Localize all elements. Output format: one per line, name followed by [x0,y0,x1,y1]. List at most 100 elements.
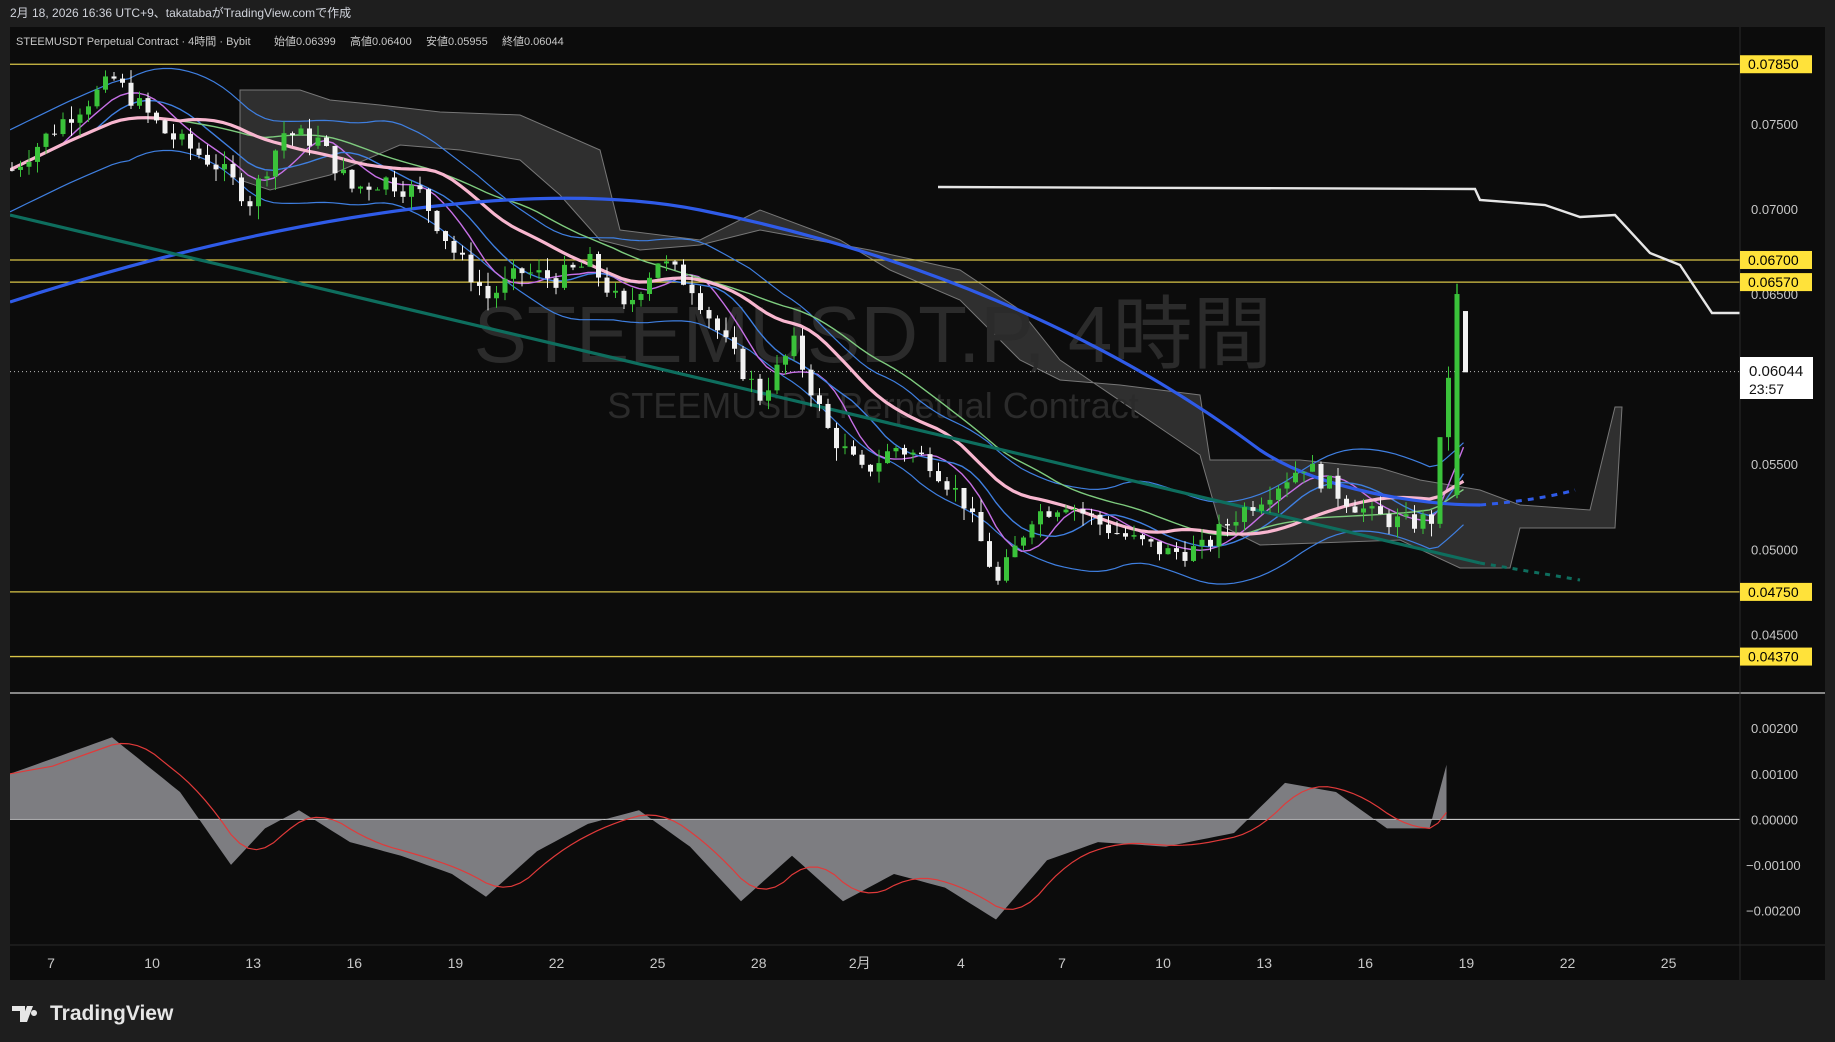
candle[interactable] [128,82,134,106]
candle[interactable] [647,277,652,294]
candle[interactable] [885,451,890,464]
candle[interactable] [1004,557,1009,581]
candle[interactable] [281,133,287,151]
candle[interactable] [443,231,448,242]
candle[interactable] [86,106,91,115]
candle[interactable] [18,166,23,170]
candle[interactable] [1114,533,1120,535]
candle[interactable] [953,487,958,490]
candle[interactable] [230,164,236,178]
candle[interactable] [1284,482,1290,489]
candle[interactable] [1233,522,1239,526]
chart-svg[interactable]: STEEMUSDT.P, 4時間 STEEMUSDT Perpetual Con… [0,0,1835,980]
candle[interactable] [1191,546,1196,561]
candle[interactable] [383,177,389,190]
candle[interactable] [1310,463,1315,472]
candle[interactable] [1072,508,1077,510]
candle[interactable] [222,164,227,170]
candle[interactable] [298,128,304,136]
candle[interactable] [349,169,355,189]
candle[interactable] [1420,514,1426,529]
candle[interactable] [698,293,703,311]
candle[interactable] [485,285,491,299]
candle[interactable] [536,270,542,273]
candle[interactable] [1046,511,1052,517]
candle[interactable] [1097,514,1103,525]
candle[interactable] [732,337,737,349]
candle[interactable] [1361,508,1366,513]
candle[interactable] [307,128,312,146]
candle[interactable] [1454,294,1460,495]
candle[interactable] [10,169,15,171]
candle[interactable] [1437,437,1443,524]
candle[interactable] [842,446,848,449]
candle[interactable] [162,120,168,134]
candle[interactable] [638,293,644,300]
candle[interactable] [1029,524,1035,538]
candle[interactable] [341,169,346,174]
candle[interactable] [689,284,695,294]
candle[interactable] [1012,545,1018,558]
candle[interactable] [961,487,967,509]
candle[interactable] [987,541,992,567]
candle[interactable] [1225,524,1230,526]
candle[interactable] [1259,504,1264,511]
candle[interactable] [1446,377,1451,438]
candle[interactable] [817,395,822,404]
candle[interactable] [1318,463,1324,489]
candle[interactable] [511,268,516,279]
candle[interactable] [902,447,907,455]
candle[interactable] [1276,488,1281,500]
tradingview-brand[interactable]: TradingView [12,1002,173,1026]
candle[interactable] [1021,537,1026,546]
candle[interactable] [519,268,525,274]
candle[interactable] [451,241,457,253]
candle[interactable] [562,264,567,288]
candle[interactable] [256,178,261,207]
candle[interactable] [1293,472,1298,483]
candle[interactable] [426,189,431,211]
candle[interactable] [910,452,916,455]
candle[interactable] [613,290,618,293]
candle[interactable] [1199,539,1205,547]
candle[interactable] [460,252,465,255]
candle[interactable] [1131,535,1137,537]
candle[interactable] [876,463,882,472]
candle[interactable] [1403,514,1409,517]
candle[interactable] [1412,514,1417,529]
candles[interactable] [10,70,1469,585]
candle[interactable] [1369,506,1375,509]
candle[interactable] [94,89,100,107]
candle[interactable] [995,566,1001,581]
time-axis[interactable]: 7 10 13 16 19 22 25 28 2月 4 7 10 13 16 19 22 25 [47,955,1676,971]
candle[interactable] [417,185,423,190]
candle[interactable] [604,277,610,293]
candle[interactable] [111,76,117,79]
candle[interactable] [1055,512,1060,517]
candle[interactable] [1327,475,1332,489]
candle[interactable] [409,185,414,197]
candle[interactable] [868,464,873,472]
candle[interactable] [332,145,338,174]
candle[interactable] [655,263,661,278]
candle[interactable] [205,154,210,165]
candle[interactable] [366,186,372,190]
candle[interactable] [553,278,559,288]
candle[interactable] [1335,475,1341,499]
candle[interactable] [681,264,686,285]
candle[interactable] [1216,524,1222,547]
candle[interactable] [358,186,363,189]
candle[interactable] [400,191,406,197]
candle[interactable] [154,112,159,121]
candle[interactable] [315,137,321,146]
candle[interactable] [723,330,729,338]
candle[interactable] [545,270,550,279]
candle[interactable] [1140,535,1145,540]
candle[interactable] [766,390,771,401]
candle[interactable] [1463,311,1468,373]
candle[interactable] [825,403,831,428]
candle[interactable] [35,146,40,162]
candle[interactable] [239,177,244,202]
candle[interactable] [587,253,593,267]
candle[interactable] [774,364,780,391]
